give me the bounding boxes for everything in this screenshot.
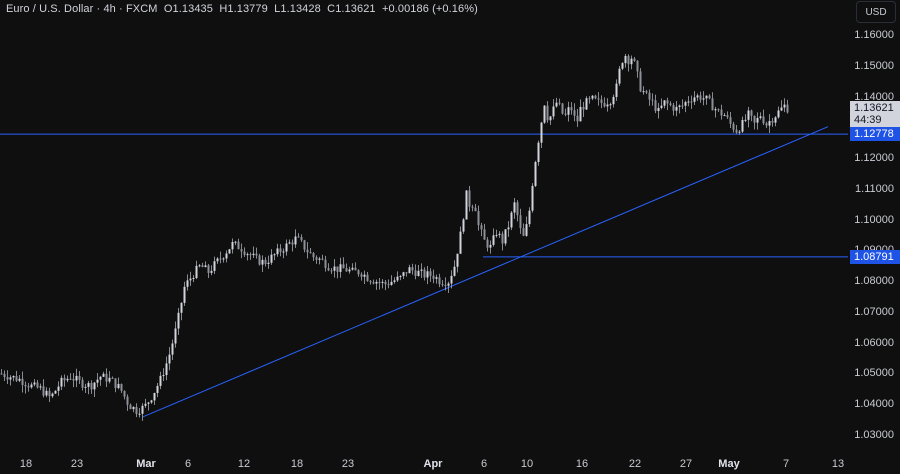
time-tick: 22 <box>628 458 642 470</box>
time-tick: 6 <box>480 458 488 470</box>
candlestick-series <box>0 53 789 421</box>
open-value: 1.13435 <box>172 3 213 15</box>
low-value: 1.13428 <box>280 3 321 15</box>
price-tick: 1.10000 <box>854 213 894 226</box>
interval[interactable]: 4h <box>103 3 116 15</box>
time-tick: 18 <box>19 458 33 470</box>
symbol-legend: Euro / U.S. Dollar · 4h · FXCM O1.13435 … <box>6 3 478 15</box>
symbol-name[interactable]: Euro / U.S. Dollar <box>6 3 94 15</box>
separator: · <box>115 3 126 15</box>
time-tick: Mar <box>136 458 156 470</box>
price-tick: 1.06000 <box>854 336 894 349</box>
price-axis[interactable]: 1.16000 1.15000 1.14000 1.12000 1.11000 1.100… <box>848 0 900 474</box>
price-tick: 1.08000 <box>854 275 894 288</box>
time-tick: 18 <box>290 458 304 470</box>
time-tick: 23 <box>341 458 355 470</box>
time-tick: 6 <box>184 458 192 470</box>
time-tick: 13 <box>831 458 845 470</box>
price-tick: 1.05000 <box>854 367 894 380</box>
last-price: 1.13621 <box>854 102 894 114</box>
time-tick: 7 <box>782 458 790 470</box>
currency-button[interactable]: USD <box>856 1 896 23</box>
time-axis[interactable]: 18 23 Mar 6 12 18 23 Apr 6 10 16 22 27 May 7 13 <box>0 450 848 474</box>
time-tick: 10 <box>520 458 534 470</box>
price-tick: 1.12000 <box>854 152 894 165</box>
price-tick: 1.11000 <box>855 182 894 195</box>
time-tick: May <box>718 458 740 470</box>
high-value: 1.13779 <box>227 3 268 15</box>
time-tick: Apr <box>423 458 443 470</box>
trend-line[interactable] <box>142 126 829 418</box>
price-tick: 1.14000 <box>854 90 894 103</box>
level-price-label: 1.08791 <box>850 249 900 264</box>
high-label: H <box>219 3 228 15</box>
price-chart-canvas[interactable] <box>0 0 848 450</box>
separator: · <box>93 3 104 15</box>
close-value: 1.13621 <box>335 3 376 15</box>
price-tick: 1.03000 <box>854 429 894 441</box>
level-price-label: 1.12778 <box>850 127 900 142</box>
data-source: FXCM <box>125 3 158 15</box>
price-tick: 1.16000 <box>854 29 894 41</box>
price-tick: 1.04000 <box>854 398 894 411</box>
close-label: C <box>327 3 336 15</box>
last-price-label: 1.13621 44:39 <box>850 101 900 127</box>
time-tick: 16 <box>575 458 589 470</box>
bar-countdown: 44:39 <box>854 114 882 126</box>
time-tick: 12 <box>237 458 251 470</box>
change-value: +0.00186 (+0.16%) <box>381 3 478 15</box>
time-tick: 23 <box>70 458 84 470</box>
low-label: L <box>274 3 281 15</box>
price-tick: 1.15000 <box>854 59 894 72</box>
open-label: O <box>163 3 173 15</box>
price-tick: 1.07000 <box>854 305 894 318</box>
time-tick: 27 <box>679 458 693 470</box>
